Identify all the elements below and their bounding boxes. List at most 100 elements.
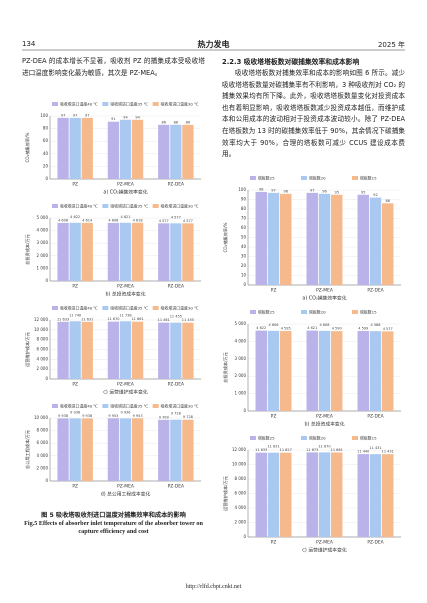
y-tick-label: 4 000 (37, 356, 49, 361)
legend-swatch (152, 404, 159, 408)
bar (369, 454, 382, 537)
bar (170, 419, 182, 481)
bar (170, 223, 182, 281)
data-label: 11 633 (57, 317, 69, 321)
x-tick-label: PZ (271, 288, 277, 294)
y-tick-label: 0 (45, 376, 48, 381)
data-label: 4 590 (332, 327, 342, 331)
bar (318, 452, 331, 537)
bar (119, 418, 132, 481)
bar (306, 330, 318, 411)
bar (69, 321, 81, 379)
bar (318, 330, 331, 411)
bar (267, 192, 280, 285)
y-tick-label: 10 000 (232, 462, 246, 467)
bar (81, 117, 93, 179)
data-label: 4 614 (82, 218, 93, 222)
legend-swatch (52, 204, 58, 208)
bar (57, 117, 69, 179)
y-axis-label: 总公用工程成本/万元 (24, 430, 31, 469)
data-label: 9 936 (70, 410, 80, 414)
data-label: 4 577 (383, 327, 393, 331)
legend-label: 塔板数25 (258, 309, 275, 314)
legend-label: 塔板数25 (258, 435, 275, 440)
y-tick-label: 10 (241, 273, 247, 278)
legend-label: 塔板数20 (309, 435, 326, 440)
legend-swatch (250, 310, 256, 314)
y-tick-label: 10 000 (34, 415, 48, 420)
left-paragraph: PZ-DEA 的成本增长不显著，吸收剂 PZ 的捕集成本受吸收塔进口温度影响变化… (22, 57, 205, 77)
data-label: 11 461 (158, 318, 170, 322)
y-tick-label: 90 (241, 197, 247, 202)
y-tick-label: 0 (243, 408, 246, 413)
section-heading: 2.2.3 吸收塔塔板数对碳捕集效率和成本影响 (222, 58, 360, 66)
legend-swatch (52, 102, 58, 106)
chart: 塔板数25 塔板数20 塔板数15 总投资成本/万元 0 1 000 2 000 3 000 4… (222, 309, 401, 428)
legend-label: 吸收塔进口温度30 ℃ (161, 101, 199, 106)
data-label: 4 577 (159, 219, 169, 223)
bar (382, 203, 394, 285)
data-label: 4 622 (256, 326, 266, 330)
legend-swatch (301, 310, 307, 314)
data-label: 4 608 (319, 323, 329, 327)
chart-caption: b) 总投资成本变化 (105, 291, 145, 298)
y-tick-label: 4 000 (37, 228, 49, 233)
y-tick-label: 1 000 (235, 391, 247, 396)
bar (331, 194, 343, 285)
legend-swatch (152, 204, 159, 208)
data-label: 96 (284, 189, 288, 193)
bar (119, 321, 132, 379)
data-label: 96 (322, 189, 326, 193)
y-tick-label: 0 (45, 278, 48, 283)
data-label: 9 728 (171, 412, 181, 416)
bar (331, 331, 343, 411)
y-tick-label: 20 (241, 263, 247, 268)
legend-label: 吸收塔进口温度35 ℃ (110, 403, 148, 408)
y-tick-label: 3 000 (235, 356, 247, 361)
x-tick-label: PZ-DEA (168, 484, 184, 490)
right-paragraph: 吸收塔塔板数对捕集效率和成本的影响如图 6 所示。减少吸收塔塔板数量对碳捕集率有… (222, 69, 405, 159)
bar (382, 331, 394, 411)
data-label: 95 (335, 190, 339, 194)
bar (306, 192, 318, 285)
legend-swatch (250, 436, 256, 440)
bar (107, 321, 120, 379)
data-label: 86 (186, 120, 190, 124)
data-label: 11 738 (119, 313, 131, 317)
x-tick-label: PZ-MEA (316, 288, 333, 294)
y-tick-label: 2 000 (37, 465, 49, 470)
bar (182, 124, 194, 179)
data-label: 9 709 (159, 415, 169, 419)
x-tick-label: PZ-MEA (117, 284, 134, 290)
data-label: 9 936 (120, 410, 130, 414)
bar (306, 452, 318, 537)
x-tick-label: PZ (72, 182, 78, 188)
legend-label: 塔板数15 (360, 309, 377, 314)
y-tick-label: 60 (241, 225, 247, 230)
data-label: 91 (111, 117, 115, 121)
data-label: 94 (135, 115, 140, 119)
data-label: 11 740 (69, 313, 81, 317)
y-tick-label: 1 000 (37, 265, 49, 270)
legend-label: 塔板数20 (309, 175, 326, 180)
y-tick-label: 60 (43, 138, 49, 143)
data-label: 4 618 (133, 218, 143, 222)
data-label: 97 (73, 113, 77, 117)
data-label: 4 608 (108, 218, 118, 222)
data-label: 11 455 (182, 318, 194, 322)
data-label: 9 728 (183, 415, 193, 419)
bar (170, 322, 182, 379)
data-label: 11 670 (107, 317, 119, 321)
data-label: 9 938 (82, 414, 92, 418)
y-axis-label: CO₂捕集效率/% (24, 132, 31, 162)
legend-label: 吸收塔进口温度40 ℃ (60, 305, 98, 310)
bar (280, 452, 292, 537)
y-tick-label: 2 000 (37, 366, 49, 371)
legend-label: 吸收塔进口温度30 ℃ (161, 305, 199, 310)
chart-caption: d) 总公用工程成本变化 (101, 491, 151, 498)
legend-swatch (52, 404, 58, 408)
chart-caption: a) CO₂捕集效率变化 (302, 295, 346, 302)
y-tick-label: 0 (243, 534, 246, 539)
